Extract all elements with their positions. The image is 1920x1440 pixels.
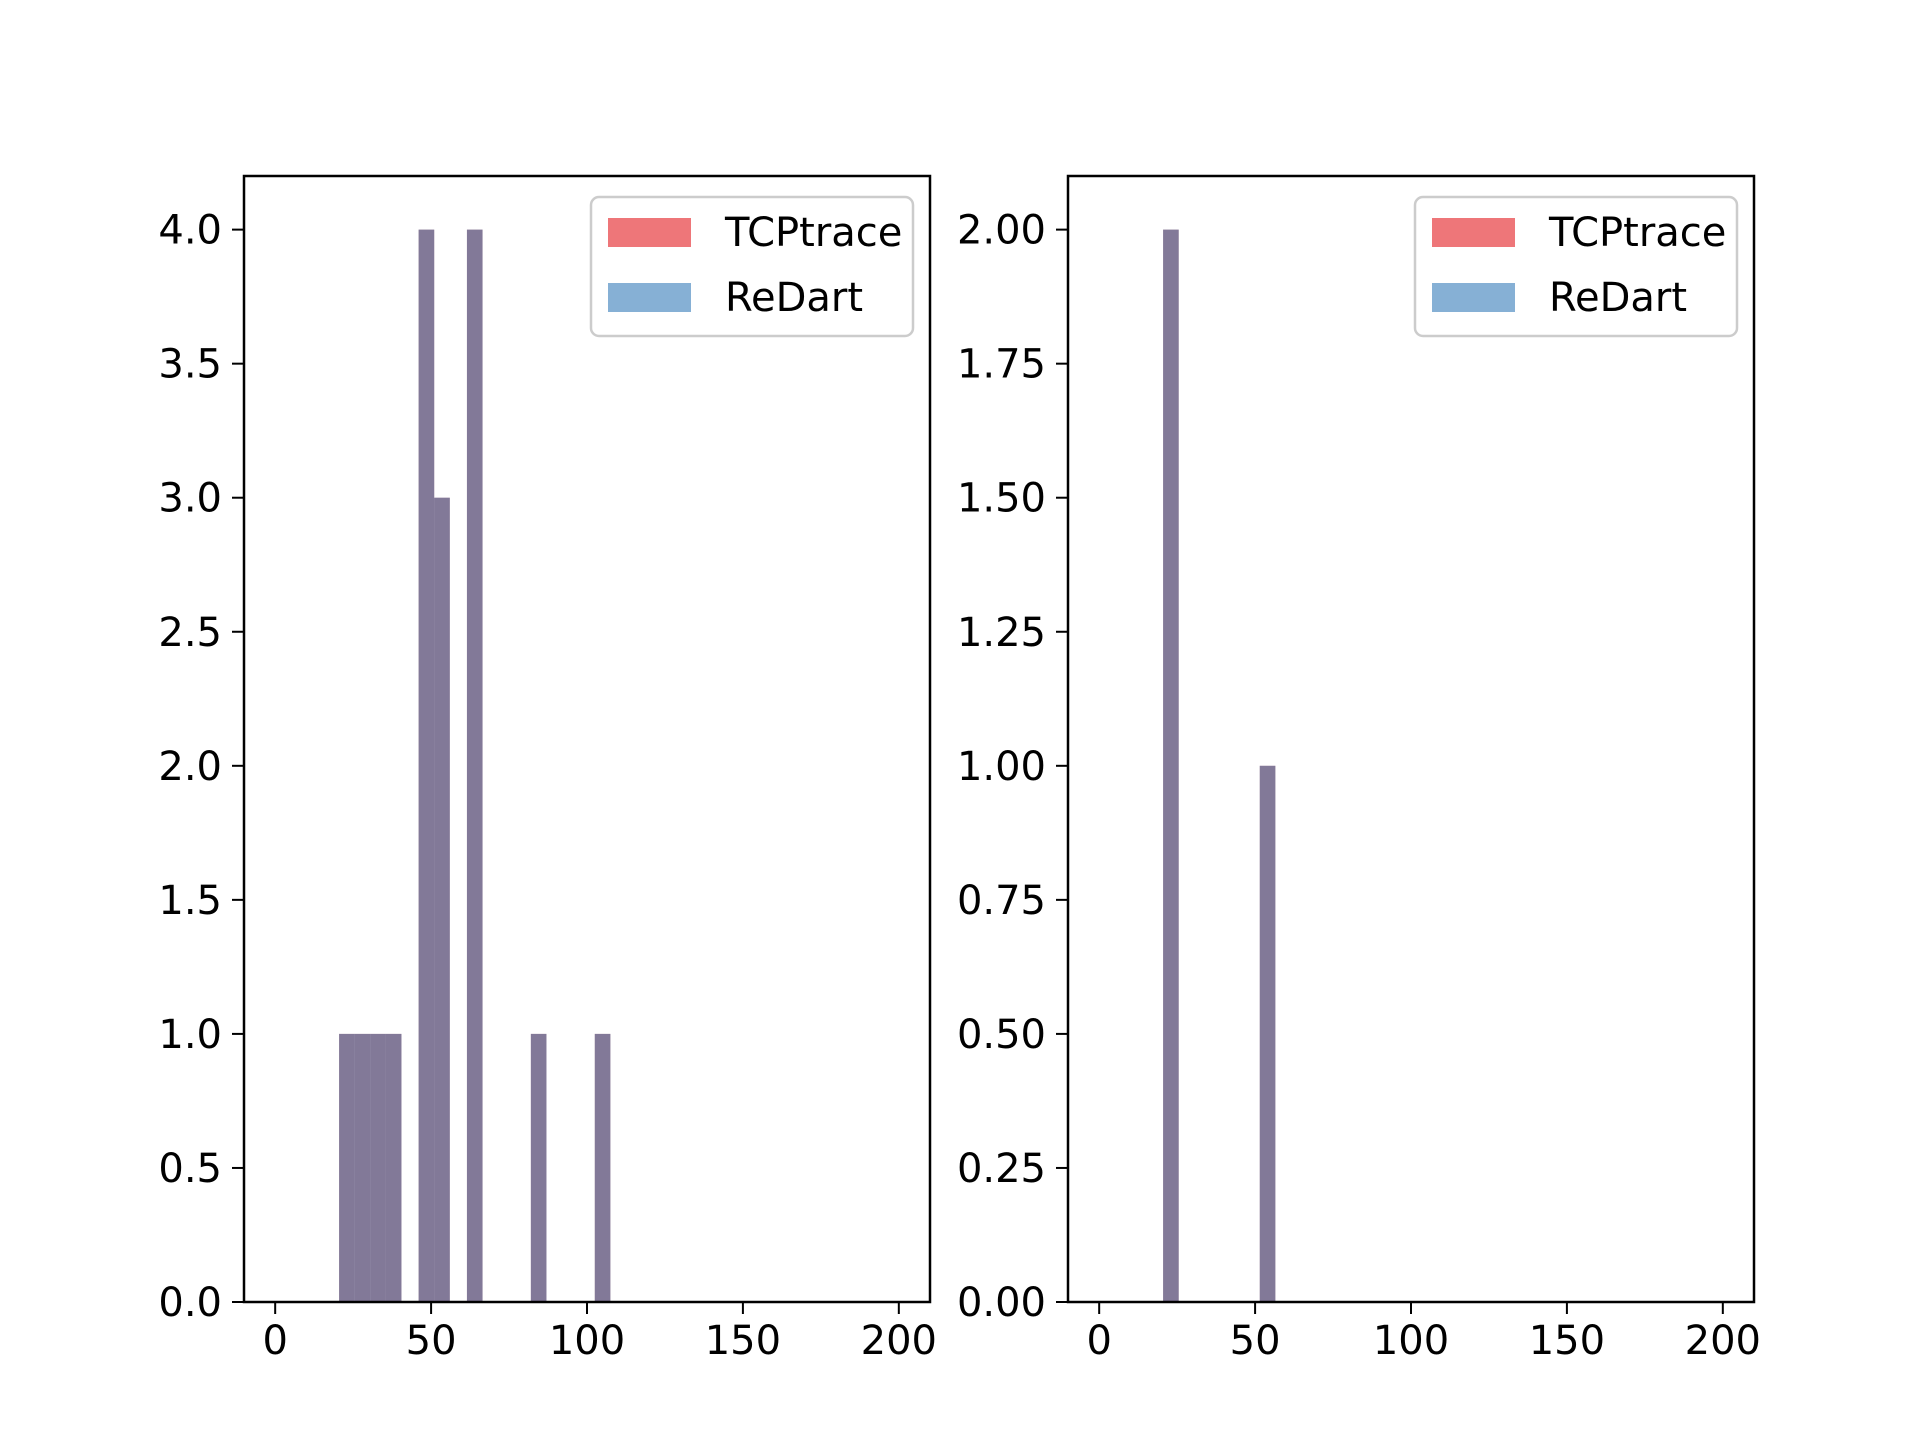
- legend-swatch-tcptrace: [608, 218, 691, 247]
- bar-overlap-0: [339, 1033, 355, 1302]
- bar-overlap-3: [385, 1033, 402, 1302]
- bar-redart-6: [466, 229, 483, 1303]
- legend-swatch-redart: [608, 283, 691, 312]
- bar-redart-3: [385, 1033, 402, 1302]
- x-tick-label: 0: [1086, 1318, 1111, 1364]
- y-tick-label: 0.50: [957, 1012, 1046, 1058]
- y-tick-label: 0.0: [158, 1280, 222, 1326]
- y-tick-label: 1.75: [957, 342, 1046, 388]
- bar-overlap-8: [594, 1033, 611, 1302]
- x-tick-label: 100: [549, 1318, 625, 1364]
- y-tick-label: 0.00: [957, 1280, 1046, 1326]
- bar-overlap-1: [354, 1033, 371, 1302]
- y-tick-label: 4.0: [158, 208, 222, 254]
- y-tick-label: 0.25: [957, 1146, 1046, 1192]
- y-tick-label: 2.5: [158, 610, 222, 656]
- legend-label-tcptrace: TCPtrace: [1548, 210, 1726, 256]
- bar-overlap-5: [434, 497, 450, 1302]
- x-tick-label: 150: [705, 1318, 781, 1364]
- bar-overlap-0: [1163, 229, 1179, 1303]
- series-redart: [339, 229, 611, 1303]
- chart-panel-2: 0 50 100 150 200 0.00 0.25 0.50 0.75 1.00 1.25 1.50…: [957, 174, 1761, 1364]
- legend-swatch-tcptrace: [1432, 218, 1515, 247]
- x-tick-label: 0: [262, 1318, 287, 1364]
- x-tick-label: 100: [1373, 1318, 1449, 1364]
- y-tick-label: 3.5: [158, 342, 222, 388]
- y-tick-label: 0.5: [158, 1146, 222, 1192]
- x-tick-label: 200: [861, 1318, 937, 1364]
- series-tcptrace: [1163, 229, 1276, 1303]
- y-tick-label: 1.50: [957, 476, 1046, 522]
- bar-redart-8: [594, 1033, 611, 1302]
- bar-overlap-6: [466, 229, 483, 1303]
- y-tick-label: 3.0: [158, 476, 222, 522]
- y-tick-label: 1.0: [158, 1012, 222, 1058]
- y-tick-label: 1.00: [957, 744, 1046, 790]
- bar-redart-1: [354, 1033, 371, 1302]
- bar-redart-7: [530, 1033, 547, 1302]
- legend-swatch-redart: [1432, 283, 1515, 312]
- y-tick-label: 2.0: [158, 744, 222, 790]
- y-tick-label: 1.25: [957, 610, 1046, 656]
- x-tick-label: 50: [406, 1318, 457, 1364]
- bar-overlap-1: [1259, 765, 1276, 1302]
- bar-redart-1: [1259, 765, 1276, 1302]
- series-redart: [1163, 229, 1276, 1303]
- bar-overlap-4: [418, 229, 435, 1303]
- legend-label-tcptrace: TCPtrace: [724, 210, 902, 256]
- legend-label-redart: ReDart: [1549, 275, 1687, 321]
- x-tick-label: 200: [1685, 1318, 1761, 1364]
- bar-redart-5: [434, 497, 450, 1302]
- legend: TCPtrace ReDart: [1413, 195, 1739, 338]
- y-tick-label: 2.00: [957, 208, 1046, 254]
- bar-redart-2: [370, 1033, 386, 1302]
- chart-panel-1: 0 50 100 150 200 0.0 0.5 1.0 1.5 2.0 2.5 3.0 3.5 4.0 T…: [158, 174, 937, 1364]
- bar-redart-0: [1163, 229, 1179, 1303]
- legend: TCPtrace ReDart: [589, 195, 915, 338]
- bar-redart-0: [339, 1033, 355, 1302]
- bar-overlap-7: [530, 1033, 547, 1302]
- y-tick-label: 0.75: [957, 878, 1046, 924]
- x-tick-label: 150: [1529, 1318, 1605, 1364]
- bar-redart-4: [418, 229, 435, 1303]
- x-tick-label: 50: [1230, 1318, 1281, 1364]
- y-tick-label: 1.5: [158, 878, 222, 924]
- bar-overlap-2: [370, 1033, 386, 1302]
- legend-label-redart: ReDart: [725, 275, 863, 321]
